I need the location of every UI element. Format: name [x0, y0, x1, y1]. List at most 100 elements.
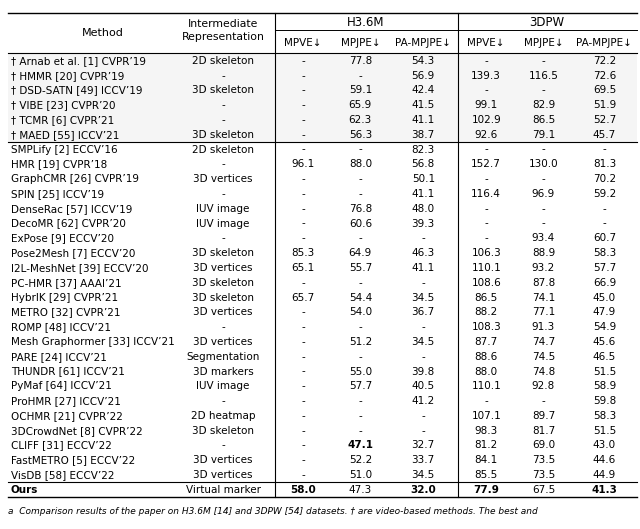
Text: 57.7: 57.7 [349, 381, 372, 391]
Text: 3D skeleton: 3D skeleton [192, 278, 254, 288]
Text: -: - [301, 367, 305, 377]
Text: 81.7: 81.7 [532, 426, 555, 436]
Text: 41.5: 41.5 [412, 100, 435, 110]
Text: 79.1: 79.1 [532, 130, 555, 140]
Text: 56.9: 56.9 [412, 70, 435, 80]
Text: 85.3: 85.3 [292, 248, 315, 258]
Text: 43.0: 43.0 [593, 441, 616, 451]
Text: -: - [484, 56, 488, 66]
Text: 96.1: 96.1 [292, 159, 315, 169]
Text: 38.7: 38.7 [412, 130, 435, 140]
Text: 45.6: 45.6 [593, 337, 616, 347]
Text: 36.7: 36.7 [412, 307, 435, 317]
Text: -: - [541, 174, 545, 184]
Text: † HMMR [20] CVPR’19: † HMMR [20] CVPR’19 [11, 70, 124, 80]
Text: MPVE↓: MPVE↓ [467, 38, 505, 48]
Text: 93.2: 93.2 [532, 263, 555, 273]
Text: 74.5: 74.5 [532, 352, 555, 362]
Text: 91.3: 91.3 [532, 322, 555, 332]
Text: 82.3: 82.3 [412, 144, 435, 154]
Text: PA-MPJPE↓: PA-MPJPE↓ [577, 38, 632, 48]
Text: Pose2Mesh [7] ECCV’20: Pose2Mesh [7] ECCV’20 [11, 248, 135, 258]
Text: PA-MPJPE↓: PA-MPJPE↓ [396, 38, 451, 48]
Text: 76.8: 76.8 [349, 204, 372, 214]
Text: 59.2: 59.2 [593, 189, 616, 199]
Text: IUV image: IUV image [196, 218, 250, 229]
Text: -: - [358, 144, 362, 154]
Text: -: - [358, 278, 362, 288]
Text: 130.0: 130.0 [529, 159, 558, 169]
Text: Representation: Representation [182, 32, 264, 42]
Text: -: - [221, 115, 225, 125]
Text: -: - [421, 322, 425, 332]
Text: SPIN [25] ICCV’19: SPIN [25] ICCV’19 [11, 189, 104, 199]
Text: 44.9: 44.9 [593, 470, 616, 480]
Text: -: - [301, 278, 305, 288]
Text: -: - [221, 100, 225, 110]
Text: -: - [301, 100, 305, 110]
Text: -: - [602, 218, 606, 229]
Text: FastMETRO [5] ECCV’22: FastMETRO [5] ECCV’22 [11, 455, 135, 466]
Text: -: - [541, 56, 545, 66]
Text: 74.7: 74.7 [532, 337, 555, 347]
Text: 74.8: 74.8 [532, 367, 555, 377]
Text: 3D skeleton: 3D skeleton [192, 85, 254, 95]
Text: 2D heatmap: 2D heatmap [191, 411, 255, 421]
Text: -: - [602, 204, 606, 214]
Text: 60.7: 60.7 [593, 233, 616, 243]
Text: 92.6: 92.6 [475, 130, 498, 140]
Text: -: - [421, 278, 425, 288]
Text: -: - [301, 381, 305, 391]
Text: -: - [484, 85, 488, 95]
Text: -: - [221, 70, 225, 80]
Text: 47.9: 47.9 [593, 307, 616, 317]
Text: 51.5: 51.5 [593, 367, 616, 377]
Text: -: - [301, 396, 305, 406]
Text: 3D markers: 3D markers [193, 367, 253, 377]
Text: 47.3: 47.3 [349, 485, 372, 495]
Text: -: - [221, 159, 225, 169]
Text: 86.5: 86.5 [532, 115, 555, 125]
Text: -: - [484, 174, 488, 184]
Text: 88.6: 88.6 [475, 352, 498, 362]
Text: 110.1: 110.1 [471, 381, 501, 391]
Text: 57.7: 57.7 [593, 263, 616, 273]
Text: 51.0: 51.0 [349, 470, 372, 480]
Text: 48.0: 48.0 [412, 204, 435, 214]
Text: -: - [301, 115, 305, 125]
Text: 65.7: 65.7 [292, 293, 315, 303]
Text: 66.9: 66.9 [593, 278, 616, 288]
Text: 88.2: 88.2 [475, 307, 498, 317]
Text: 3D skeleton: 3D skeleton [192, 248, 254, 258]
Text: 34.5: 34.5 [412, 293, 435, 303]
Text: -: - [541, 85, 545, 95]
Text: 3D skeleton: 3D skeleton [192, 293, 254, 303]
Text: 107.1: 107.1 [471, 411, 501, 421]
Text: -: - [358, 411, 362, 421]
Text: 3D vertices: 3D vertices [193, 307, 253, 317]
Text: 65.9: 65.9 [349, 100, 372, 110]
Text: 77.1: 77.1 [532, 307, 555, 317]
Text: MPJPE↓: MPJPE↓ [340, 38, 380, 48]
Bar [8, 113, 637, 127]
Text: 72.2: 72.2 [593, 56, 616, 66]
Text: 3D vertices: 3D vertices [193, 470, 253, 480]
Text: -: - [221, 396, 225, 406]
Text: 81.2: 81.2 [475, 441, 498, 451]
Text: -: - [301, 322, 305, 332]
Text: -: - [301, 218, 305, 229]
Text: -: - [301, 455, 305, 466]
Text: 108.6: 108.6 [471, 278, 501, 288]
Text: -: - [221, 189, 225, 199]
Text: -: - [301, 130, 305, 140]
Text: DenseRac [57] ICCV’19: DenseRac [57] ICCV’19 [11, 204, 132, 214]
Text: -: - [221, 233, 225, 243]
Text: -: - [301, 233, 305, 243]
Text: 96.9: 96.9 [532, 189, 555, 199]
Text: 50.1: 50.1 [412, 174, 435, 184]
Text: 84.1: 84.1 [475, 455, 498, 466]
Text: 67.5: 67.5 [532, 485, 555, 495]
Text: 106.3: 106.3 [471, 248, 501, 258]
Text: 77.8: 77.8 [349, 56, 372, 66]
Text: OCHMR [21] CVPR’22: OCHMR [21] CVPR’22 [11, 411, 123, 421]
